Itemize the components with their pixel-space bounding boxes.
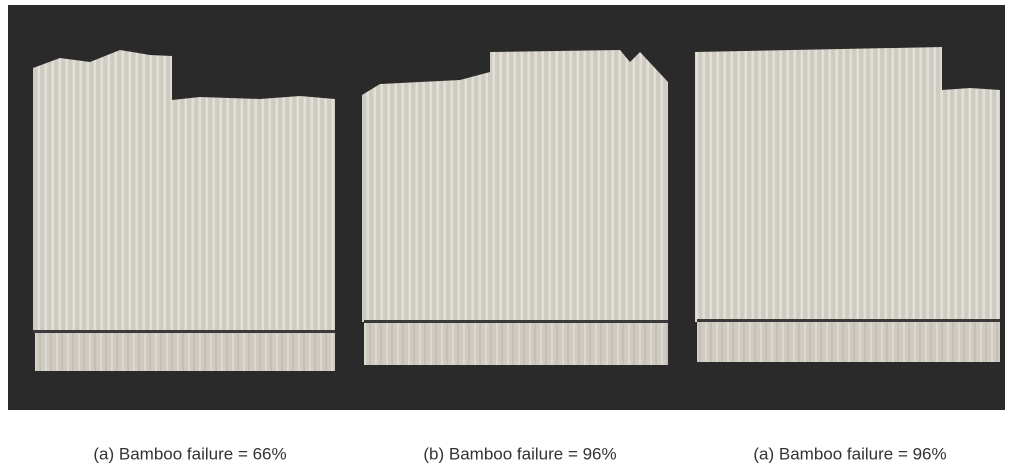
glue-line	[33, 330, 335, 333]
specimen-fracture	[942, 88, 1000, 322]
specimen-base	[697, 322, 1000, 362]
glue-line	[364, 320, 668, 323]
figure: (a) Bamboo failure = 66% (b) Bamboo fail…	[0, 0, 1012, 470]
specimen-base	[364, 323, 668, 365]
caption: (b) Bamboo failure = 96%	[423, 444, 616, 463]
specimen-fracture	[362, 72, 490, 322]
specimen	[362, 50, 668, 365]
photo	[8, 5, 1005, 410]
specimen	[695, 47, 1000, 362]
specimen-fracture	[695, 47, 942, 322]
glue-line	[697, 319, 1000, 322]
specimen-fracture	[490, 50, 668, 322]
specimen-fracture	[33, 50, 172, 333]
caption: (a) Bamboo failure = 66%	[93, 444, 286, 463]
specimen-fracture	[172, 96, 335, 333]
specimen-base	[35, 333, 335, 371]
caption: (a) Bamboo failure = 96%	[753, 444, 946, 463]
